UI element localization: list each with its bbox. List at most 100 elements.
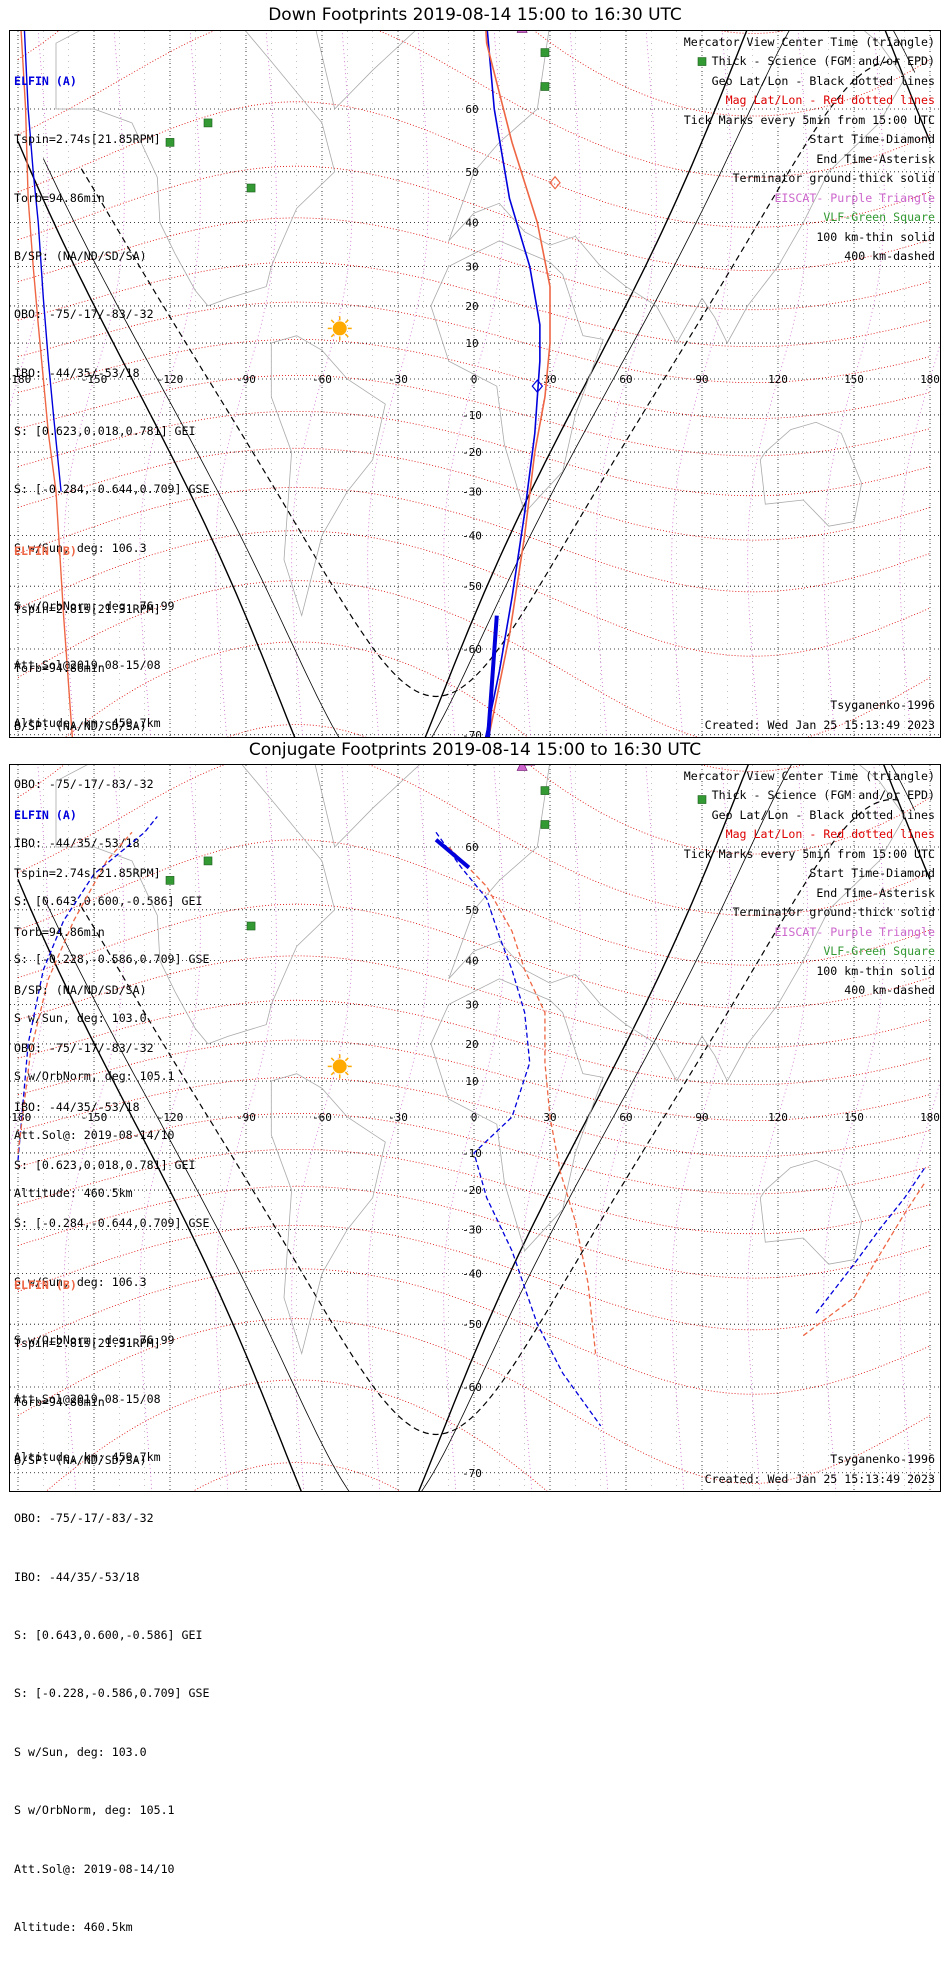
continent-outline (297, 31, 424, 109)
latitude-tick-label: 30 (465, 998, 478, 1011)
green-square-icon (541, 83, 549, 91)
longitude-tick-label: -30 (388, 1111, 408, 1124)
legend-item: EISCAT- Purple Triangle (684, 923, 935, 942)
continent-outline (431, 979, 603, 1251)
panel-title-down: Down Footprints 2019-08-14 15:00 to 16:3… (0, 5, 950, 25)
longitude-tick-label: 150 (844, 1111, 864, 1124)
legend-item: 100 km-thin solid (684, 962, 935, 981)
legend-item: Mercator View Center Time (triangle) (684, 33, 935, 52)
latitude-tick-label: -30 (462, 1224, 482, 1237)
sat-a-line: Torb=94.86min (14, 189, 209, 208)
legend-item: Mercator View Center Time (triangle) (684, 767, 935, 786)
longitude-tick-label: 120 (768, 1111, 788, 1124)
sat-a-line: S: [0.623,0.018,0.781] GEI (14, 422, 209, 441)
legend-item: Terminator ground-thick solid (684, 169, 935, 188)
sun-ray (331, 320, 334, 323)
legend-item: Geo Lat/Lon - Black dotted lines (684, 806, 935, 825)
sat-b-line: Tspin=2.81s[21.31RPM] (14, 600, 209, 619)
longitude-tick-label: 120 (768, 373, 788, 386)
sun-icon (328, 1054, 352, 1078)
latitude-tick-label: -10 (462, 409, 482, 422)
latitude-tick-label: -40 (462, 1267, 482, 1280)
legend-item: Thick - Science (FGM and/or EPD) (684, 786, 935, 805)
sat-a-track (469, 31, 540, 737)
legend-item: Start Time-Diamond (684, 864, 935, 883)
latitude-tick-label: 40 (465, 955, 478, 968)
latitude-tick-label: -40 (462, 529, 482, 542)
longitude-tick-label: -90 (236, 1111, 256, 1124)
continent-outline (760, 1160, 861, 1264)
legend: Mercator View Center Time (triangle)Thic… (684, 33, 935, 266)
panel-title-conjugate: Conjugate Footprints 2019-08-14 15:00 to… (0, 740, 950, 760)
sat-a-header: ELFIN (A) (14, 806, 209, 825)
sat-a-line: S: [0.623,0.018,0.781] GEI (14, 1156, 209, 1175)
longitude-tick-label: 180 (920, 373, 940, 386)
sat-b-line: Torb=94.86min (14, 1393, 209, 1412)
longitude-tick-label: 150 (844, 373, 864, 386)
longitude-tick-label: 0 (471, 373, 478, 386)
latitude-tick-label: -60 (462, 643, 482, 656)
legend-item: Mag Lat/Lon - Red dotted lines (684, 91, 935, 110)
legend-item: 100 km-thin solid (684, 228, 935, 247)
sat-a-line: Tspin=2.74s[21.85RPM] (14, 864, 209, 883)
latitude-tick-label: 60 (465, 841, 478, 854)
green-square-icon (541, 49, 549, 57)
sun-ray (331, 1072, 334, 1075)
green-square-icon (541, 821, 549, 829)
legend-item: Tick Marks every 5min from 15:00 UTC (684, 845, 935, 864)
sat-a-line: S: [-0.284,-0.644,0.709] GSE (14, 480, 209, 499)
latitude-tick-label: -70 (462, 729, 482, 737)
sun-disc (333, 321, 347, 335)
legend-item: VLF-Green Square (684, 208, 935, 227)
continent-outline (431, 241, 603, 513)
sat-b-line: Att.Sol@: 2019-08-14/10 (14, 1860, 209, 1879)
sat-a-track-right (816, 1168, 925, 1314)
sat-b-track-right (803, 1182, 925, 1335)
sun-ray (331, 1058, 334, 1061)
sat-a-line: Torb=94.86min (14, 923, 209, 942)
sat-a-line: OBO: -75/-17/-83/-32 (14, 1039, 209, 1058)
longitude-tick-label: -90 (236, 373, 256, 386)
purple-triangle-icon (517, 765, 527, 770)
latitude-tick-label: -20 (462, 446, 482, 459)
latitude-tick-label: -20 (462, 1184, 482, 1197)
latitude-tick-label: -10 (462, 1147, 482, 1160)
latitude-tick-label: 20 (465, 1038, 478, 1051)
sat-b-line: B/SP: (NA/ND/SD/SA) (14, 1451, 209, 1470)
latitude-tick-label: 70 (465, 765, 478, 768)
latitude-tick-label: -60 (462, 1381, 482, 1394)
sat-b-line: B/SP: (NA/ND/SD/SA) (14, 717, 209, 736)
sat-a-track (436, 832, 601, 1426)
legend-item: Mag Lat/Lon - Red dotted lines (684, 825, 935, 844)
legend-item: 400 km-dashed (684, 981, 935, 1000)
model-label: Tsyganenko-1996 (830, 1450, 935, 1469)
created-label: Created: Wed Jan 25 15:13:49 2023 (705, 716, 935, 735)
sat-b-header: ELFIN (B) (14, 542, 209, 561)
sun-ray (345, 1058, 348, 1061)
continent-outline (760, 422, 861, 526)
green-square-icon (247, 922, 255, 930)
latitude-tick-label: -50 (462, 580, 482, 593)
latitude-tick-label: -30 (462, 486, 482, 499)
sun-ray (331, 334, 334, 337)
longitude-tick-label: 90 (695, 373, 708, 386)
sun-ray (345, 320, 348, 323)
legend-item: Geo Lat/Lon - Black dotted lines (684, 72, 935, 91)
legend: Mercator View Center Time (triangle)Thic… (684, 767, 935, 1000)
sat-a-header: ELFIN (A) (14, 72, 209, 91)
latitude-tick-label: -50 (462, 1318, 482, 1331)
latitude-tick-label: 10 (465, 1075, 478, 1088)
stations (166, 31, 706, 192)
conjugate-footprints-panel: -180-150-120-90-60-300306090120150180706… (9, 764, 941, 1492)
longitude-tick-label: 180 (920, 1111, 940, 1124)
latitude-tick-label: 40 (465, 217, 478, 230)
legend-item: End Time-Asterisk (684, 150, 935, 169)
stations (166, 765, 706, 930)
legend-item: Terminator ground-thick solid (684, 903, 935, 922)
sat-b-line: S w/Sun, deg: 103.0 (14, 1743, 209, 1762)
sat-a-line: B/SP: (NA/ND/SD/SA) (14, 247, 209, 266)
green-square-icon (541, 787, 549, 795)
sat-b-line: IBO: -44/35/-53/18 (14, 1568, 209, 1587)
longitude-tick-label: -60 (312, 1111, 332, 1124)
legend-item: Thick - Science (FGM and/or EPD) (684, 52, 935, 71)
